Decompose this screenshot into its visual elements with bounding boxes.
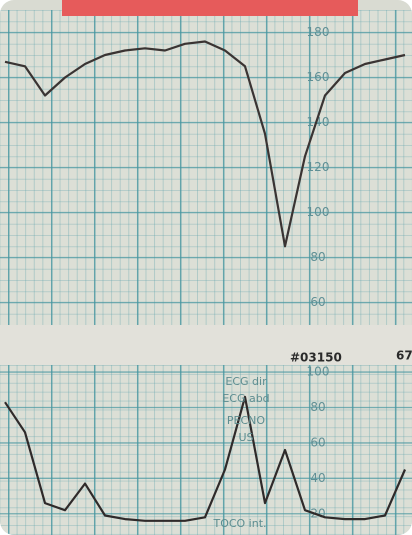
- y-tick-label: 160: [307, 70, 330, 84]
- y-tick-label: 100: [307, 365, 330, 379]
- red-bar: [62, 0, 358, 16]
- y-tick-label: 180: [307, 25, 330, 39]
- y-tick-label: 120: [307, 160, 330, 174]
- paper-gap: [0, 325, 412, 365]
- y-tick-label: 80: [310, 250, 325, 264]
- trace-line: [4, 395, 407, 522]
- annotation: #03150: [290, 351, 342, 365]
- y-tick-label: 60: [310, 295, 325, 309]
- y-tick-label: 40: [310, 471, 325, 485]
- trace-line: [4, 40, 406, 248]
- annotation: TOCO int.: [212, 517, 266, 530]
- annotation: 67: [396, 349, 412, 363]
- y-tick-label: 80: [310, 400, 325, 414]
- y-tick-label: 60: [310, 435, 325, 449]
- annotation: PECNO: [227, 414, 265, 427]
- y-tick-label: 100: [307, 205, 330, 219]
- annotation: ECG dir: [225, 375, 267, 388]
- annotation: ECG abd: [222, 392, 269, 405]
- annotation: US: [238, 431, 253, 444]
- y-tick-label: 140: [307, 115, 330, 129]
